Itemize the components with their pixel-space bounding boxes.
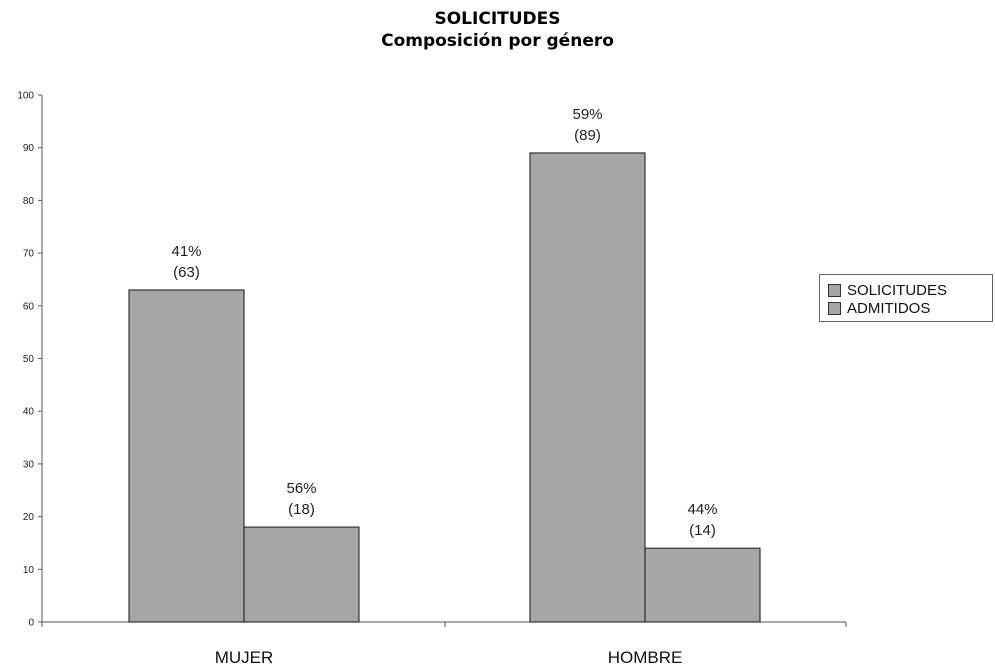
data-label-percent: 56%: [286, 480, 316, 497]
data-label-count: (18): [288, 501, 315, 518]
bar-solicitudes-mujer: [128, 289, 245, 623]
x-category-label: HOMBRE: [608, 648, 683, 667]
y-tick-label: 30: [23, 459, 35, 470]
data-label-count: (89): [574, 127, 601, 144]
y-tick-label: 90: [23, 143, 35, 154]
y-tick-label: 50: [23, 354, 35, 365]
y-tick-label: 0: [28, 618, 34, 629]
data-label-percent: 41%: [171, 243, 201, 260]
y-tick-label: 20: [23, 512, 35, 523]
data-label-percent: 44%: [687, 501, 717, 518]
data-label-count: (14): [689, 522, 716, 539]
bar-admitidos-mujer: [243, 526, 360, 623]
legend-item-solicitudes: SOLICITUDES: [828, 281, 947, 299]
chart-subtitle: Composición por género: [381, 31, 614, 51]
y-tick-label: 80: [23, 196, 35, 207]
y-tick-label: 10: [23, 565, 35, 576]
y-tick-label: 60: [23, 301, 35, 312]
data-label-percent: 59%: [572, 106, 602, 123]
chart-title-main: SOLICITUDES: [434, 9, 561, 29]
data-label-count: (63): [173, 264, 200, 281]
x-category-label: MUJER: [215, 648, 274, 667]
y-tick-label: 70: [23, 249, 35, 260]
y-tick-label: 100: [17, 91, 34, 102]
legend-swatch-solicitudes: [828, 283, 841, 297]
chart-title: SOLICITUDES Composición por género: [0, 8, 995, 52]
legend: SOLICITUDES ADMITIDOS: [819, 274, 993, 322]
legend-label-solicitudes: SOLICITUDES: [847, 281, 948, 299]
legend-label-admitidos: ADMITIDOS: [847, 299, 931, 317]
legend-item-admitidos: ADMITIDOS: [828, 299, 930, 317]
y-tick-label: 40: [23, 407, 35, 418]
bar-solicitudes-hombre: [529, 152, 646, 623]
legend-swatch-admitidos: [828, 301, 841, 315]
bar-admitidos-hombre: [644, 547, 761, 623]
